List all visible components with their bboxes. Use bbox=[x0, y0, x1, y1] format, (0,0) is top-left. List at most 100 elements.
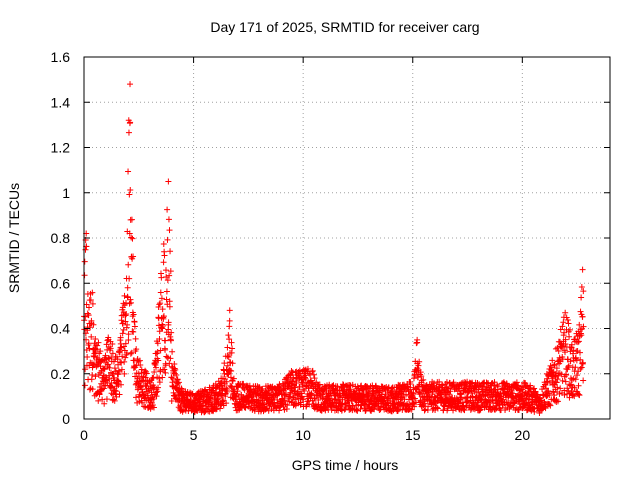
data-point bbox=[559, 377, 566, 384]
data-point bbox=[81, 382, 88, 389]
data-point bbox=[565, 320, 572, 327]
data-point bbox=[111, 365, 118, 372]
data-point bbox=[122, 354, 129, 361]
x-axis-title: GPS time / hours bbox=[292, 457, 399, 473]
data-point bbox=[112, 387, 119, 394]
data-point bbox=[464, 378, 471, 385]
data-point bbox=[343, 404, 350, 411]
data-point bbox=[218, 382, 225, 389]
data-point bbox=[162, 362, 169, 369]
data-point bbox=[551, 361, 558, 368]
data-point bbox=[563, 371, 570, 378]
data-point bbox=[166, 298, 173, 305]
data-point bbox=[396, 382, 403, 389]
data-point bbox=[124, 321, 131, 328]
data-point bbox=[89, 386, 96, 393]
data-point bbox=[157, 367, 164, 374]
data-point bbox=[572, 364, 579, 371]
data-point bbox=[95, 339, 102, 346]
data-point bbox=[207, 395, 214, 402]
data-point bbox=[157, 289, 164, 296]
data-point bbox=[157, 300, 164, 307]
data-point bbox=[100, 385, 107, 392]
data-point bbox=[567, 326, 574, 333]
data-point bbox=[579, 266, 586, 273]
data-point bbox=[229, 360, 236, 367]
data-point bbox=[276, 407, 283, 414]
data-point bbox=[85, 312, 92, 319]
data-point bbox=[308, 391, 315, 398]
chart-title: Day 171 of 2025, SRMTID for receiver car… bbox=[210, 19, 479, 35]
data-point bbox=[151, 369, 158, 376]
data-point bbox=[137, 362, 144, 369]
data-point bbox=[443, 379, 450, 386]
data-point bbox=[226, 323, 233, 330]
data-point bbox=[166, 303, 173, 310]
data-point bbox=[568, 381, 575, 388]
data-point bbox=[572, 354, 579, 361]
y-tick-label: 1 bbox=[62, 185, 70, 201]
data-point bbox=[575, 382, 582, 389]
data-point bbox=[121, 358, 128, 365]
x-tick-label: 20 bbox=[515, 427, 531, 443]
data-point bbox=[553, 397, 560, 404]
data-point bbox=[159, 323, 166, 330]
data-point bbox=[564, 316, 571, 323]
data-point bbox=[508, 389, 515, 396]
grid-lines bbox=[84, 57, 610, 419]
data-point bbox=[127, 119, 134, 126]
data-point bbox=[161, 252, 168, 259]
data-point bbox=[276, 381, 283, 388]
data-point bbox=[85, 304, 92, 311]
data-point bbox=[553, 379, 560, 386]
data-point bbox=[130, 328, 137, 335]
data-point bbox=[100, 366, 107, 373]
data-point bbox=[382, 391, 389, 398]
data-point bbox=[230, 375, 237, 382]
data-point bbox=[138, 366, 145, 373]
data-point bbox=[118, 344, 125, 351]
data-point bbox=[566, 333, 573, 340]
data-point bbox=[89, 372, 96, 379]
data-point bbox=[546, 401, 553, 408]
data-point bbox=[434, 405, 441, 412]
y-tick-label: 0.6 bbox=[51, 275, 71, 291]
data-point bbox=[316, 381, 323, 388]
data-point bbox=[577, 365, 584, 372]
data-point bbox=[87, 297, 94, 304]
data-point bbox=[499, 386, 506, 393]
data-point bbox=[422, 382, 429, 389]
data-point bbox=[473, 393, 480, 400]
data-point bbox=[562, 378, 569, 385]
data-point bbox=[579, 359, 586, 366]
data-point bbox=[125, 168, 132, 175]
data-point bbox=[559, 323, 566, 330]
data-point bbox=[133, 394, 140, 401]
data-point bbox=[158, 295, 165, 302]
data-point bbox=[522, 395, 529, 402]
data-point bbox=[109, 341, 116, 348]
data-point bbox=[120, 326, 127, 333]
data-point bbox=[224, 387, 231, 394]
x-tick-label: 15 bbox=[405, 427, 421, 443]
data-point bbox=[160, 315, 167, 322]
data-point bbox=[411, 403, 418, 410]
data-point bbox=[554, 398, 561, 405]
y-tick-label: 1.2 bbox=[51, 140, 71, 156]
y-tick-label: 0.2 bbox=[51, 366, 71, 382]
data-point bbox=[354, 407, 361, 414]
data-point bbox=[547, 402, 554, 409]
data-point bbox=[223, 400, 230, 407]
data-point bbox=[556, 390, 563, 397]
data-point bbox=[410, 389, 417, 396]
data-point bbox=[556, 354, 563, 361]
data-point bbox=[552, 397, 559, 404]
data-point bbox=[81, 272, 88, 279]
data-point bbox=[221, 360, 228, 367]
data-point bbox=[416, 358, 423, 365]
data-point bbox=[414, 336, 421, 343]
data-point bbox=[170, 375, 177, 382]
data-point bbox=[311, 375, 318, 382]
data-point bbox=[128, 349, 135, 356]
data-point bbox=[228, 368, 235, 375]
